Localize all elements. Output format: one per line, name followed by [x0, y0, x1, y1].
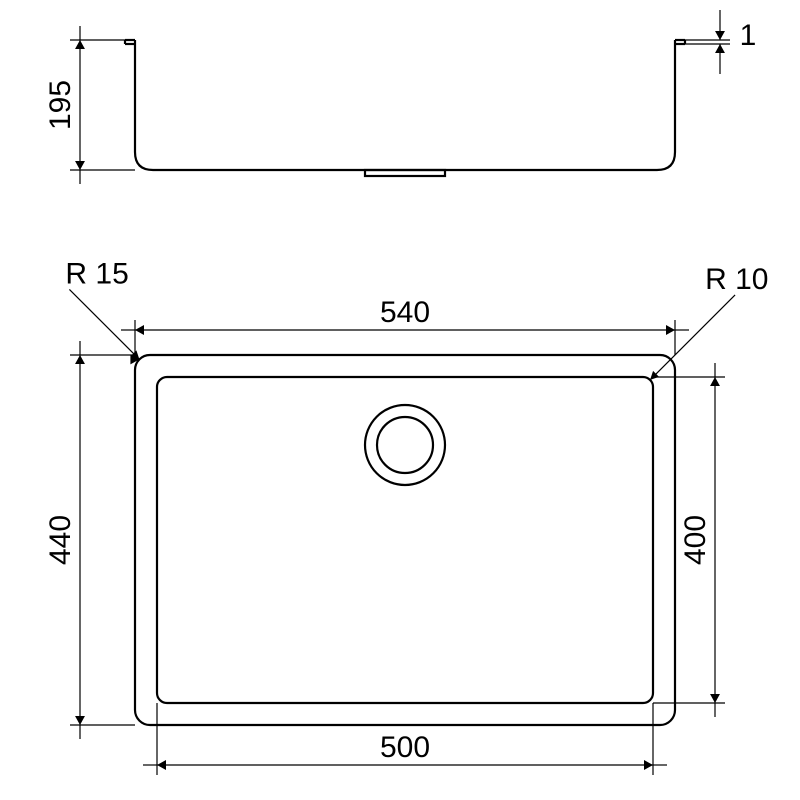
dim-195-label: 195 — [44, 80, 77, 130]
plan-outer-rect — [135, 355, 675, 725]
dim-440-label: 440 — [44, 515, 77, 565]
dim-500-label: 500 — [380, 731, 430, 764]
leader-r10 — [650, 295, 735, 380]
side-basin-outer — [135, 40, 675, 170]
side-view: 1951 — [44, 10, 756, 184]
dim-540: 540 — [135, 296, 675, 335]
side-drain — [365, 170, 445, 176]
label-r10: R 10 — [705, 263, 768, 296]
top-view: 540 500 440 400 R 15 R 10 — [44, 257, 768, 775]
dim-400: 400 — [679, 377, 720, 703]
dim-1-label: 1 — [740, 19, 757, 52]
dim-440: 440 — [44, 355, 85, 725]
plan-inner-rect — [157, 377, 653, 703]
dim-195: 195 — [44, 40, 85, 170]
label-r15: R 15 — [65, 257, 128, 290]
drain-inner-circle — [377, 417, 433, 473]
dim-500: 500 — [157, 731, 653, 770]
dim-540-label: 540 — [380, 296, 430, 329]
dim-400-label: 400 — [679, 515, 712, 565]
technical-drawing: 1951540500440400R 15R 10 — [0, 0, 800, 800]
